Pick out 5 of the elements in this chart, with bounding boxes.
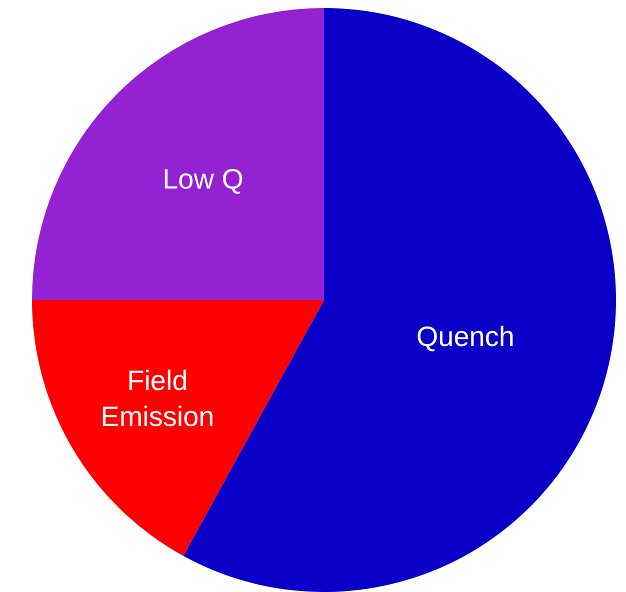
pie-slice — [32, 300, 324, 556]
slice-label: Field Emission — [100, 364, 214, 432]
slice-label: Quench — [416, 320, 514, 352]
pie-slice — [32, 8, 324, 300]
slice-label: Low Q — [162, 164, 244, 195]
